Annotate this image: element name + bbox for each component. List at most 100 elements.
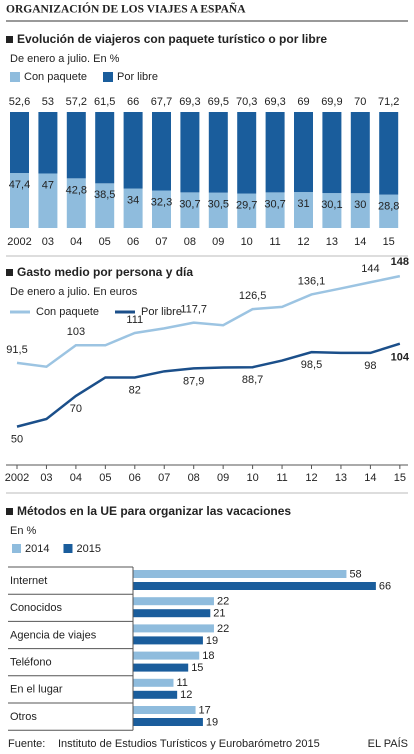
data-label: 148	[391, 256, 409, 268]
bar-segment	[38, 173, 58, 228]
data-label: 66	[379, 580, 391, 592]
data-label: 104	[391, 352, 410, 364]
chart-title: Evolución de viajeros con paquete turíst…	[17, 32, 327, 46]
chart-title: Métodos en la UE para organizar las vaca…	[17, 504, 291, 518]
data-label: 103	[67, 326, 85, 338]
data-label: 28,8	[378, 200, 399, 212]
x-tick-label: 08	[184, 236, 196, 248]
data-label: 52,6	[9, 96, 30, 108]
bar-segment	[123, 188, 143, 228]
bar-segment	[10, 173, 29, 228]
data-label: 88,7	[242, 374, 263, 386]
data-label: 42,8	[66, 184, 87, 196]
bar-segment	[95, 112, 115, 184]
bullet	[6, 508, 13, 515]
bar	[133, 663, 189, 672]
data-label: 30,5	[208, 199, 229, 211]
x-tick-label: 04	[70, 236, 82, 248]
bar	[133, 624, 214, 633]
x-tick-label: 14	[354, 236, 366, 248]
data-label: 70,3	[236, 96, 257, 108]
bar	[133, 597, 214, 606]
data-label: 50	[11, 434, 23, 446]
bar-segment	[379, 112, 399, 195]
legend-swatch	[10, 72, 20, 82]
bar-segment	[180, 112, 200, 193]
x-tick-label: 11	[269, 236, 280, 248]
bar	[133, 706, 196, 714]
data-label: 34	[127, 194, 139, 206]
x-tick-label: 2002	[7, 236, 31, 248]
x-tick-label: 06	[129, 472, 141, 484]
data-label: 58	[349, 568, 361, 580]
bar	[133, 636, 203, 645]
chart-subtitle: De enero a julio. En %	[10, 53, 120, 65]
page-title: ORGANIZACIÓN DE LOS VIAJES A ESPAÑA	[6, 2, 246, 16]
x-tick-label: 05	[99, 236, 111, 248]
data-label: 98,5	[301, 359, 322, 371]
bar-segment	[294, 192, 313, 228]
bar-segment	[350, 112, 370, 194]
bar-segment	[350, 193, 370, 228]
x-tick-label: 07	[155, 236, 167, 248]
category-label: Agencia de viajes	[10, 629, 97, 641]
data-label: 136,1	[298, 275, 326, 287]
x-tick-label: 13	[326, 236, 338, 248]
x-tick-label: 03	[40, 472, 52, 484]
category-label: Internet	[10, 575, 47, 587]
x-tick-label: 2002	[5, 472, 29, 484]
legend-swatch	[103, 72, 113, 82]
bar-segment	[379, 194, 399, 228]
chart-subtitle: De enero a julio. En euros	[10, 286, 138, 298]
data-label: 117,7	[180, 304, 207, 316]
data-label: 69,5	[208, 96, 229, 108]
bar-segment	[322, 193, 342, 228]
legend-label: Por libre	[141, 306, 182, 318]
bar	[133, 651, 200, 660]
line	[16, 274, 401, 369]
bar-segment	[208, 112, 228, 193]
category-label: En el lugar	[10, 684, 63, 696]
data-label: 19	[206, 716, 218, 728]
bar-segment	[265, 192, 285, 228]
data-label: 98	[364, 360, 376, 372]
data-label: 57,2	[66, 96, 87, 108]
bar-segment	[237, 193, 257, 228]
data-label: 11	[176, 677, 187, 689]
source-label: Fuente:	[8, 738, 45, 750]
bar	[133, 582, 376, 590]
bar	[133, 609, 211, 618]
data-label: 66	[127, 96, 139, 108]
legend-label: 2014	[25, 543, 49, 555]
data-label: 30	[354, 199, 366, 211]
data-label: 61,5	[94, 96, 115, 108]
bar	[133, 570, 347, 578]
x-tick-label: 13	[335, 472, 347, 484]
x-tick-label: 04	[70, 472, 82, 484]
data-label: 47,4	[9, 179, 30, 191]
legend-swatch	[63, 544, 73, 553]
data-label: 69,9	[321, 96, 342, 108]
legend-swatch	[12, 544, 21, 553]
bar	[133, 678, 174, 687]
line	[16, 342, 401, 428]
data-label: 91,5	[6, 344, 27, 356]
bullet	[6, 36, 13, 43]
category-label: Conocidos	[10, 602, 62, 614]
x-tick-label: 10	[241, 236, 253, 248]
bar-segment	[95, 183, 115, 228]
data-label: 69	[297, 96, 309, 108]
legend-label: Con paquete	[36, 306, 99, 318]
data-label: 12	[180, 689, 192, 701]
x-tick-label: 12	[297, 236, 309, 248]
data-label: 144	[361, 263, 379, 275]
data-label: 18	[202, 650, 214, 662]
data-label: 29,7	[236, 199, 257, 211]
data-label: 126,5	[239, 290, 267, 302]
data-label: 53	[42, 96, 54, 108]
x-tick-label: 15	[394, 472, 406, 484]
x-tick-label: 06	[127, 236, 139, 248]
bar-segment	[265, 112, 285, 193]
